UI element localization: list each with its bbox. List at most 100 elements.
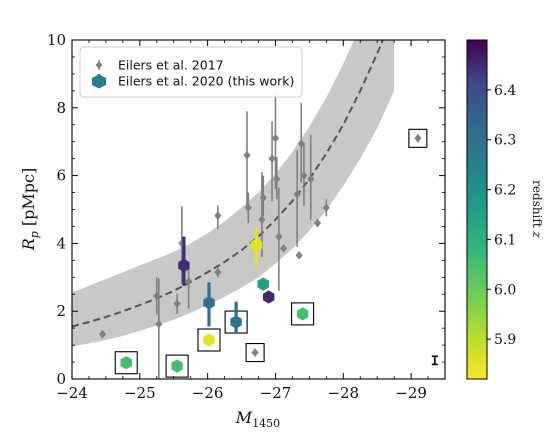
marker-2017 — [244, 203, 252, 213]
axis-ticks: −24 −25 −26 −27 −28 −29 0 2 4 6 8 10 — [47, 31, 446, 402]
x-axis-label: M1450 — [235, 408, 280, 430]
marker-2020 — [257, 277, 269, 291]
colorbar — [466, 39, 488, 380]
marker-2017 — [155, 319, 163, 329]
colorbar-tick-label: 6.4 — [494, 83, 516, 99]
point-2020 — [250, 228, 263, 266]
y-tick-label: 0 — [56, 370, 66, 388]
y-tick-label: 2 — [56, 302, 66, 320]
point-2017 — [185, 264, 193, 309]
legend-box — [79, 46, 303, 98]
marker-2017 — [300, 171, 308, 180]
marker-2017 — [293, 190, 301, 199]
relation-line — [72, 40, 384, 328]
point-2017 — [408, 128, 428, 148]
colorbar-ticks: 5.9 6.0 6.1 6.2 6.3 6.4 — [487, 83, 516, 348]
point-2017 — [275, 187, 283, 291]
highlight-box — [291, 302, 315, 326]
highlight-box — [245, 343, 265, 363]
point-2020 — [224, 301, 248, 334]
point-2017 — [313, 218, 322, 228]
marker-2020 — [250, 238, 263, 252]
y-axis-label: Rp [pMpc] — [19, 168, 41, 252]
point-2020 — [257, 277, 269, 291]
marker-2017 — [307, 174, 315, 184]
marker-2017 — [268, 154, 276, 163]
point-2017 — [271, 94, 280, 190]
highlight-box — [408, 128, 428, 148]
marker-2017 — [185, 277, 193, 286]
y-tick-label: 10 — [47, 31, 66, 49]
x-tick-label: −24 — [56, 384, 88, 402]
legend-2017-marker — [95, 61, 103, 69]
point-2017 — [173, 293, 181, 314]
colorbar-tick-label: 6.3 — [494, 133, 516, 149]
point-2017 — [243, 111, 251, 207]
point-2017 — [322, 199, 330, 217]
marker-2017 — [258, 215, 266, 224]
x-tick-label: −28 — [327, 384, 359, 402]
point-2017 — [244, 192, 252, 224]
x-tick-label: −25 — [124, 384, 156, 402]
point-2017 — [273, 156, 281, 200]
colorbar-tick-label: 6.1 — [494, 232, 516, 248]
marker-2017 — [259, 193, 267, 202]
marker-2017 — [214, 211, 222, 220]
point-2017 — [245, 343, 265, 363]
point-2020 — [178, 236, 190, 286]
colorbar-tick-label: 5.9 — [494, 332, 516, 348]
marker-2017 — [98, 330, 107, 339]
x-tick-label: −29 — [395, 384, 427, 402]
point-2017 — [98, 330, 107, 339]
marker-2017 — [275, 232, 283, 241]
point-2020 — [197, 328, 221, 352]
marker-2017 — [271, 134, 280, 143]
highlight-box — [165, 354, 189, 378]
marker-2017 — [243, 151, 251, 160]
point-2017 — [214, 267, 222, 278]
point-2017 — [279, 244, 288, 253]
highlight-box — [197, 328, 221, 352]
point-2020 — [165, 354, 189, 378]
marker-2020 — [263, 290, 275, 304]
point-2017 — [300, 143, 308, 207]
point-2017 — [307, 134, 315, 220]
point-2020 — [203, 282, 215, 327]
typical-error-bar — [431, 355, 438, 366]
x-tick-label: −26 — [192, 384, 224, 402]
point-2020 — [291, 302, 315, 326]
marker-2020 — [171, 359, 183, 373]
legend-2020-marker — [92, 74, 106, 89]
legend-label-2020: Eilers et al. 2020 (this work) — [118, 74, 294, 89]
y-tick-label: 8 — [56, 99, 66, 117]
marker-2017 — [173, 299, 181, 308]
marker-2017 — [295, 251, 303, 260]
marker-2017 — [279, 244, 288, 253]
highlight-box — [114, 351, 138, 375]
marker-2017 — [322, 203, 330, 213]
relation-dashed-line — [72, 40, 384, 328]
point-2020 — [263, 290, 275, 304]
relation-band-area — [72, 40, 395, 347]
marker-2020 — [296, 307, 309, 321]
marker-2017 — [297, 139, 305, 148]
marker-2020 — [230, 315, 242, 329]
colorbar-title: redshift z — [530, 180, 544, 238]
colorbar-tick-label: 6.0 — [494, 282, 516, 298]
point-2017 — [259, 175, 267, 217]
marker-2017 — [313, 218, 322, 228]
marker-2020 — [203, 333, 215, 347]
point-2017 — [297, 102, 305, 183]
data-points — [98, 94, 438, 379]
x-tick-label: −27 — [260, 384, 292, 402]
point-2017 — [293, 150, 301, 247]
point-2017 — [268, 121, 276, 202]
marker-2020 — [120, 356, 132, 370]
point-2017 — [214, 205, 222, 230]
legend-label-2017: Eilers et al. 2017 — [118, 58, 224, 73]
point-2017 — [155, 278, 163, 379]
marker-2020 — [203, 296, 215, 310]
marker-2017 — [251, 348, 259, 357]
marker-2020 — [178, 258, 190, 272]
